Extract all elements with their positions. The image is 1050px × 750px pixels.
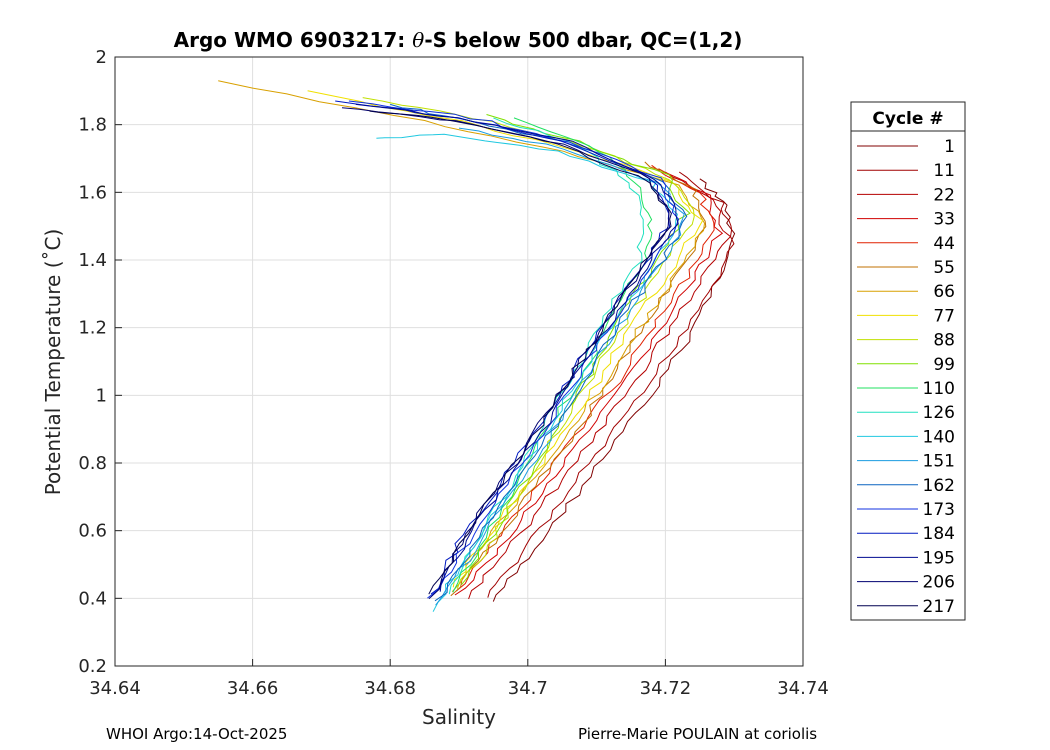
legend-label: 195 [923, 548, 955, 568]
series-line-cycle-55 [450, 161, 707, 597]
legend-label: 1 [944, 137, 955, 157]
series-group [218, 80, 736, 612]
series-line-cycle-151 [435, 127, 685, 606]
x-tick-label: 34.7 [508, 678, 548, 699]
plot-area [115, 57, 803, 666]
series-line-cycle-77 [307, 90, 704, 588]
legend-label: 110 [923, 379, 955, 399]
y-tick-label: 0.2 [78, 656, 107, 677]
legend-label: 33 [933, 210, 955, 230]
series-line-cycle-217 [369, 110, 672, 595]
series-line-cycle-44 [455, 164, 715, 592]
legend-label: 88 [933, 331, 955, 351]
legend-label: 22 [933, 185, 955, 205]
legend-label: 151 [923, 452, 955, 472]
y-tick-label: 1.8 [78, 115, 107, 136]
plot-frame [114, 56, 804, 667]
legend-label: 55 [933, 258, 955, 278]
legend-label: 11 [933, 161, 955, 181]
chart-title: Argo WMO 6903217: θ-S below 500 dbar, QC… [174, 28, 743, 52]
y-tick-label: 1 [96, 385, 107, 406]
footer-credit-left: WHOI Argo:14-Oct-2025 [106, 725, 288, 743]
y-tick-label: 1.4 [78, 250, 107, 271]
x-tick-label: 34.64 [89, 678, 141, 699]
legend-label: 44 [933, 234, 955, 254]
series-line-cycle-99 [461, 114, 691, 586]
x-tick-label: 34.66 [227, 678, 279, 699]
y-tick-label: 0.6 [78, 521, 107, 542]
grid [114, 56, 804, 667]
legend-label: 173 [923, 500, 955, 520]
series-line-cycle-206 [341, 107, 670, 600]
y-tick-label: 0.8 [78, 453, 107, 474]
series-line-cycle-184 [335, 100, 671, 595]
legend-label: 206 [923, 573, 955, 593]
y-axis-label: Potential Temperature (˚C) [41, 229, 65, 496]
legend-label: 77 [933, 306, 955, 326]
legend-title: Cycle # [872, 109, 943, 129]
legend: Cycle # 11122334455667788991101261401511… [850, 101, 966, 621]
footer-credit-right: Pierre-Marie POULAIN at coriolis [578, 725, 818, 743]
series-line-cycle-1 [492, 178, 736, 602]
x-tick-label: 34.68 [364, 678, 416, 699]
legend-label: 140 [923, 427, 955, 447]
y-tick-label: 0.4 [78, 588, 107, 609]
legend-label: 99 [933, 355, 955, 375]
legend-items: 1112233445566778899110126140151162173184… [857, 137, 955, 617]
y-tick-label: 1.6 [78, 182, 107, 203]
series-line-cycle-22 [468, 171, 732, 600]
legend-label: 66 [933, 282, 955, 302]
y-tick-label: 1.2 [78, 318, 107, 339]
legend-label: 126 [923, 403, 955, 423]
x-tick-label: 34.72 [640, 678, 692, 699]
ticks-group: 34.64 34.66 34.68 34.7 34.72 34.74 0.2 0.4 0.6 0.… [78, 47, 828, 699]
series-line-cycle-195 [355, 103, 679, 592]
legend-label: 184 [923, 524, 955, 544]
y-tick-label: 2 [96, 47, 107, 68]
x-axis-label: Salinity [422, 705, 496, 729]
series-line-cycle-11 [487, 171, 735, 598]
legend-label: 162 [923, 476, 955, 496]
x-tick-label: 34.74 [777, 678, 829, 699]
legend-label: 217 [923, 597, 955, 617]
